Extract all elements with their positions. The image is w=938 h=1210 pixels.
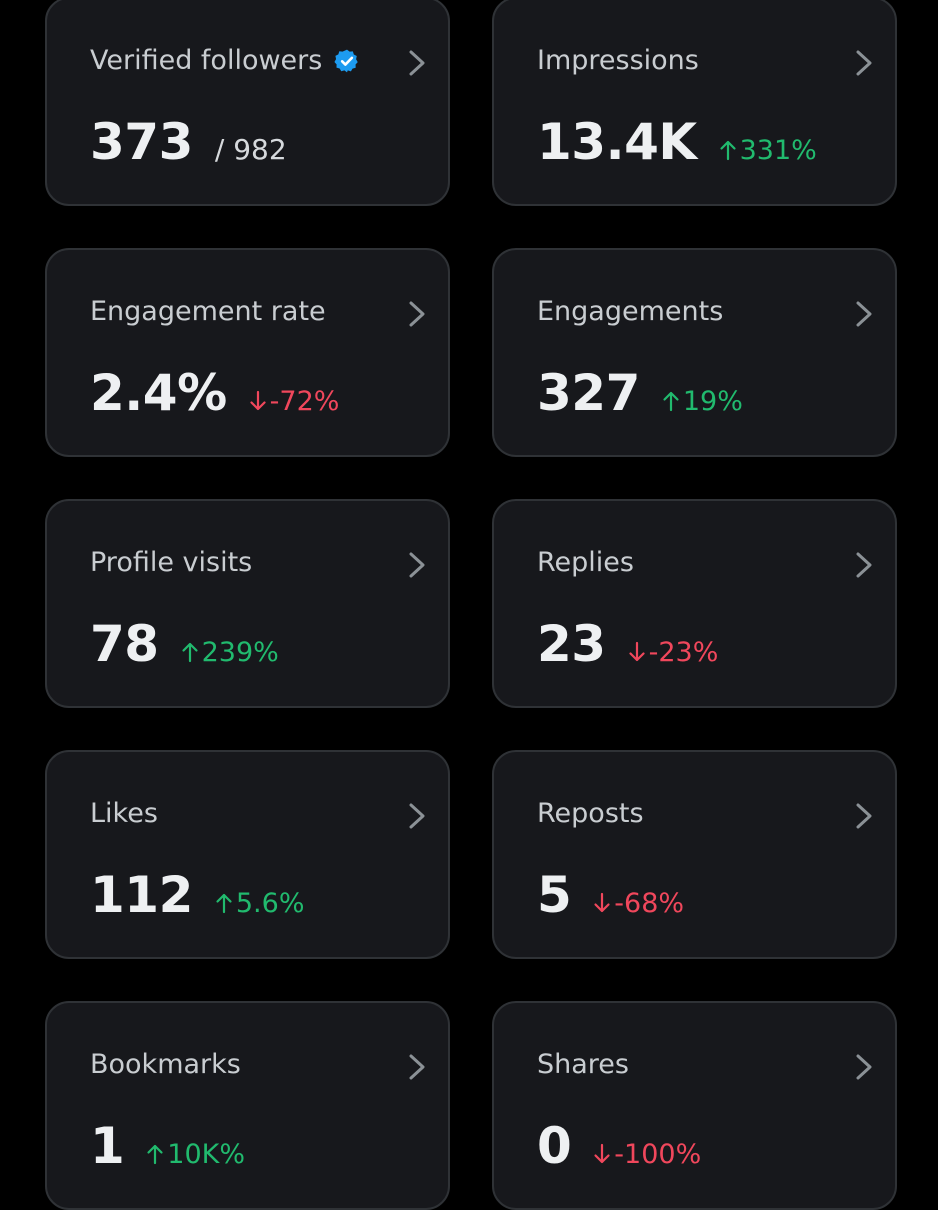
chevron-right-icon	[409, 301, 425, 327]
metric-delta: 19%	[662, 386, 743, 417]
card-title: Profile visits	[90, 547, 253, 578]
metric-value: 2.4%	[90, 364, 227, 422]
metric-total: / 982	[214, 133, 287, 166]
metric-delta: 331%	[719, 135, 817, 166]
metric-value: 78	[90, 615, 159, 673]
metric-delta-value: 331%	[739, 135, 817, 166]
metric-value-row: 78 239%	[90, 615, 279, 673]
chevron-right-icon	[856, 552, 872, 578]
arrow-up-icon	[663, 391, 679, 412]
arrow-up-icon	[147, 1144, 163, 1165]
card-title: Replies	[537, 547, 634, 578]
metric-delta: -68%	[593, 888, 684, 919]
impressions-card[interactable]: Impressions 13.4K 331%	[492, 0, 897, 206]
verified-followers-card[interactable]: Verified followers 373 / 982	[45, 0, 450, 206]
card-title: Reposts	[537, 798, 644, 829]
metric-delta: -72%	[249, 386, 340, 417]
arrow-down-icon	[250, 390, 266, 411]
chevron-right-icon	[856, 803, 872, 829]
metric-value: 13.4K	[537, 113, 697, 171]
metric-delta: 239%	[181, 637, 279, 668]
metric-delta-value: 239%	[201, 637, 279, 668]
metric-delta-value: -68%	[614, 888, 685, 919]
metric-delta: 10K%	[146, 1139, 245, 1170]
analytics-metric-grid: Verified followers 373 / 982 Impressions…	[45, 0, 897, 1210]
metric-delta-value: -100%	[614, 1139, 702, 1170]
engagements-card[interactable]: Engagements 327 19%	[492, 248, 897, 457]
bookmarks-card[interactable]: Bookmarks 1 10K%	[45, 1001, 450, 1210]
reposts-card[interactable]: Reposts 5 -68%	[492, 750, 897, 959]
chevron-right-icon	[856, 50, 872, 76]
card-title: Bookmarks	[90, 1049, 241, 1080]
metric-delta: 5.6%	[215, 888, 305, 919]
metric-value: 327	[537, 364, 640, 422]
metric-delta: -100%	[593, 1139, 701, 1170]
card-title-label: Verified followers	[90, 45, 323, 76]
metric-delta-value: 5.6%	[235, 888, 305, 919]
card-title: Likes	[90, 798, 158, 829]
engagement-rate-card[interactable]: Engagement rate 2.4% -72%	[45, 248, 450, 457]
chevron-right-icon	[856, 1054, 872, 1080]
metric-value-row: 0 -100%	[537, 1117, 701, 1175]
metric-value-row: 112 5.6%	[90, 866, 304, 924]
metric-value-row: 13.4K 331%	[537, 113, 817, 171]
card-title: Engagement rate	[90, 296, 326, 327]
metric-value: 373	[90, 113, 193, 171]
metric-delta-value: 10K%	[167, 1139, 246, 1170]
shares-card[interactable]: Shares 0 -100%	[492, 1001, 897, 1210]
metric-value: 5	[537, 866, 572, 924]
chevron-right-icon	[856, 301, 872, 327]
arrow-up-icon	[720, 140, 736, 161]
replies-card[interactable]: Replies 23 -23%	[492, 499, 897, 708]
chevron-right-icon	[409, 552, 425, 578]
card-title: Engagements	[537, 296, 724, 327]
metric-value-row: 5 -68%	[537, 866, 684, 924]
arrow-up-icon	[216, 893, 232, 914]
arrow-down-icon	[628, 641, 645, 662]
metric-delta-value: -72%	[269, 386, 340, 417]
metric-value-row: 2.4% -72%	[90, 364, 339, 422]
likes-card[interactable]: Likes 112 5.6%	[45, 750, 450, 959]
metric-value-row: 23 -23%	[537, 615, 718, 673]
metric-value: 23	[537, 615, 606, 673]
metric-value-row: 1 10K%	[90, 1117, 245, 1175]
card-title: Verified followers	[90, 45, 360, 76]
verified-badge-icon	[334, 49, 359, 72]
arrow-down-icon	[594, 1143, 610, 1164]
profile-visits-card[interactable]: Profile visits 78 239%	[45, 499, 450, 708]
card-title: Impressions	[537, 45, 699, 76]
arrow-down-icon	[594, 892, 610, 913]
metric-value: 0	[537, 1117, 572, 1175]
chevron-right-icon	[409, 50, 425, 76]
metric-delta-value: -23%	[648, 637, 719, 668]
metric-value-row: 373 / 982	[90, 113, 287, 171]
chevron-right-icon	[409, 803, 425, 829]
arrow-up-icon	[181, 642, 198, 663]
chevron-right-icon	[409, 1054, 425, 1080]
metric-value-row: 327 19%	[537, 364, 743, 422]
metric-delta-value: 19%	[682, 386, 743, 417]
metric-delta: -23%	[628, 637, 719, 668]
metric-value: 112	[90, 866, 193, 924]
metric-value: 1	[90, 1117, 125, 1175]
card-title: Shares	[537, 1049, 629, 1080]
